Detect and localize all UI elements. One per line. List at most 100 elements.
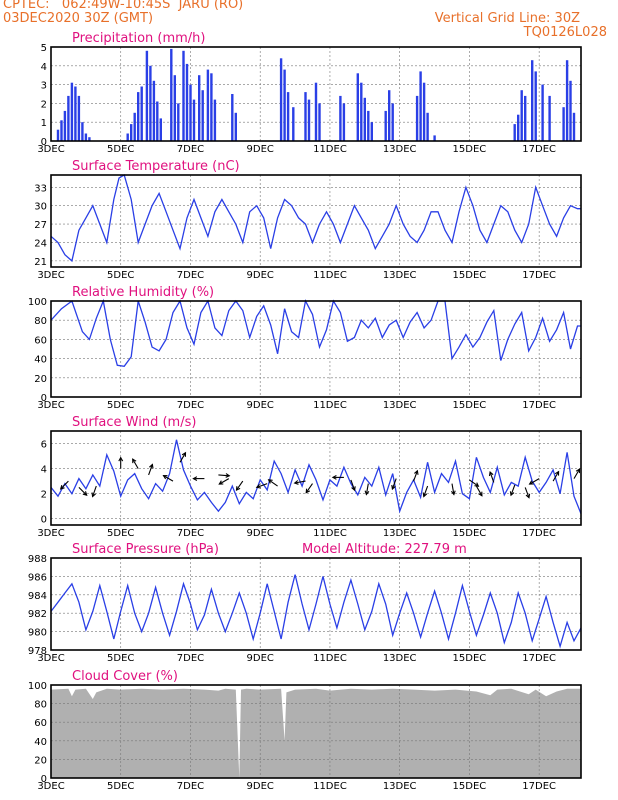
- wind-vector-head: [192, 476, 198, 481]
- wind-vector-shaft: [268, 479, 278, 487]
- precip-bar: [548, 95, 551, 141]
- y-tick-label: 30: [34, 202, 47, 213]
- x-tick-label: 11DEC: [313, 270, 347, 281]
- wind-vector-head: [293, 480, 299, 485]
- x-tick-label: 15DEC: [453, 653, 487, 664]
- wind-vector: [573, 468, 581, 479]
- y-tick-label: 80: [34, 700, 47, 711]
- wind-vector-head: [509, 491, 515, 497]
- y-tick-label: 40: [34, 737, 47, 748]
- panel-0: 3DEC 5DEC 7DEC 9DEC 11DEC 13DEC 15DEC 17DEC 0 1 2 3…: [37, 31, 582, 155]
- wind-vector-shaft: [510, 484, 516, 496]
- precip-bar: [415, 95, 419, 141]
- y-tick-label: 24: [34, 238, 47, 249]
- x-tick-label: 17DEC: [522, 528, 556, 539]
- precip-bar: [213, 99, 217, 141]
- wind-vector: [450, 483, 456, 496]
- wind-vector-head: [478, 491, 483, 497]
- x-tick-label: 15DEC: [453, 144, 487, 155]
- x-tick-label: 3DEC: [37, 528, 64, 539]
- precip-bar: [304, 92, 307, 141]
- y-tick-label: 0: [41, 137, 47, 148]
- y-tick-label: 40: [34, 355, 47, 366]
- wind-vector-shaft: [236, 480, 244, 491]
- wind-vector: [235, 480, 244, 492]
- wind-vector-head: [118, 456, 124, 462]
- x-tick-label: 17DEC: [522, 400, 556, 411]
- y-tick-label: 21: [34, 257, 47, 268]
- y-tick-label: 1: [41, 118, 47, 129]
- wind-vector: [475, 485, 483, 497]
- wind-vector-head: [82, 491, 88, 497]
- y-tick-label: 80: [34, 316, 47, 327]
- header: CPTEC: 062:49W-10:45S JARU (RO) 03DEC202…: [0, 0, 618, 46]
- precip-bar: [356, 73, 359, 141]
- precip-bar: [189, 84, 192, 141]
- y-tick-label: 4: [41, 465, 47, 476]
- wind-vector-head: [528, 480, 534, 485]
- precip-bar: [517, 114, 520, 141]
- panel-1: 3DEC 5DEC 7DEC 9DEC 11DEC 13DEC 15DEC 17DEC 21 24…: [34, 159, 582, 281]
- x-tick-label: 17DEC: [522, 270, 556, 281]
- x-tick-label: 9DEC: [247, 270, 274, 281]
- wind-vector-head: [267, 479, 273, 484]
- x-tick-label: 7DEC: [177, 144, 204, 155]
- series-line: [50, 439, 582, 514]
- y-tick-label: 984: [28, 591, 47, 602]
- y-tick-label: 980: [28, 628, 47, 639]
- precip-bar: [88, 137, 91, 141]
- wind-vector: [91, 485, 97, 498]
- precip-bar: [363, 97, 366, 141]
- precip-bar: [149, 65, 152, 141]
- precip-bar: [130, 124, 133, 141]
- wind-vector: [267, 479, 278, 487]
- wind-vector: [469, 479, 480, 487]
- precip-bar: [56, 129, 60, 141]
- panel-title: Relative Humidity (%): [72, 285, 214, 300]
- model-altitude-label: Model Altitude: 227.79 m: [302, 542, 467, 557]
- precip-bar: [63, 110, 67, 141]
- wind-vector: [255, 483, 268, 489]
- panel-title: Surface Wind (m/s): [72, 415, 196, 430]
- wind-vector-shaft: [423, 485, 429, 497]
- panel-title: Surface Pressure (hPa): [72, 542, 219, 557]
- precip-bar: [292, 107, 295, 141]
- x-tick-label: 5DEC: [107, 781, 134, 792]
- wind-vector-head: [181, 451, 187, 457]
- wind-vector-shaft: [469, 479, 479, 487]
- wind-vector-shaft: [573, 468, 580, 479]
- station-coordinates: CPTEC: 062:49W-10:45S JARU (RO): [3, 0, 244, 12]
- wind-vector-shaft: [92, 485, 97, 497]
- wind-vector: [350, 479, 356, 492]
- x-tick-label: 5DEC: [107, 528, 134, 539]
- wind-vector-shaft: [132, 458, 139, 469]
- precip-bar: [156, 101, 159, 141]
- y-tick-label: 3: [41, 81, 47, 92]
- y-tick-label: 6: [41, 440, 47, 451]
- wind-vector-head: [218, 480, 224, 485]
- wind-vector-head: [331, 475, 337, 480]
- precip-bar: [360, 82, 363, 141]
- precip-bar: [173, 75, 176, 141]
- precip-bar: [391, 103, 394, 141]
- wind-vector-shaft: [529, 478, 540, 485]
- x-tick-label: 9DEC: [247, 653, 274, 664]
- wind-vector: [218, 478, 230, 485]
- wind-vector-head: [391, 484, 396, 491]
- wind-vector: [391, 478, 397, 491]
- wind-vector-head: [474, 482, 480, 487]
- wind-vector-head: [364, 490, 370, 496]
- x-tick-label: 11DEC: [313, 653, 347, 664]
- wind-vector: [59, 480, 69, 490]
- x-tick-label: 13DEC: [383, 653, 417, 664]
- wind-vector-head: [414, 469, 419, 475]
- y-tick-label: 5: [41, 43, 47, 54]
- precip-bar: [426, 112, 429, 141]
- y-tick-label: 4: [41, 62, 47, 73]
- precip-bar: [185, 63, 189, 141]
- wind-vector-head: [450, 490, 456, 496]
- precip-bar: [152, 80, 156, 141]
- precip-bar: [126, 133, 129, 141]
- panel-title: Surface Temperature (nC): [72, 159, 240, 174]
